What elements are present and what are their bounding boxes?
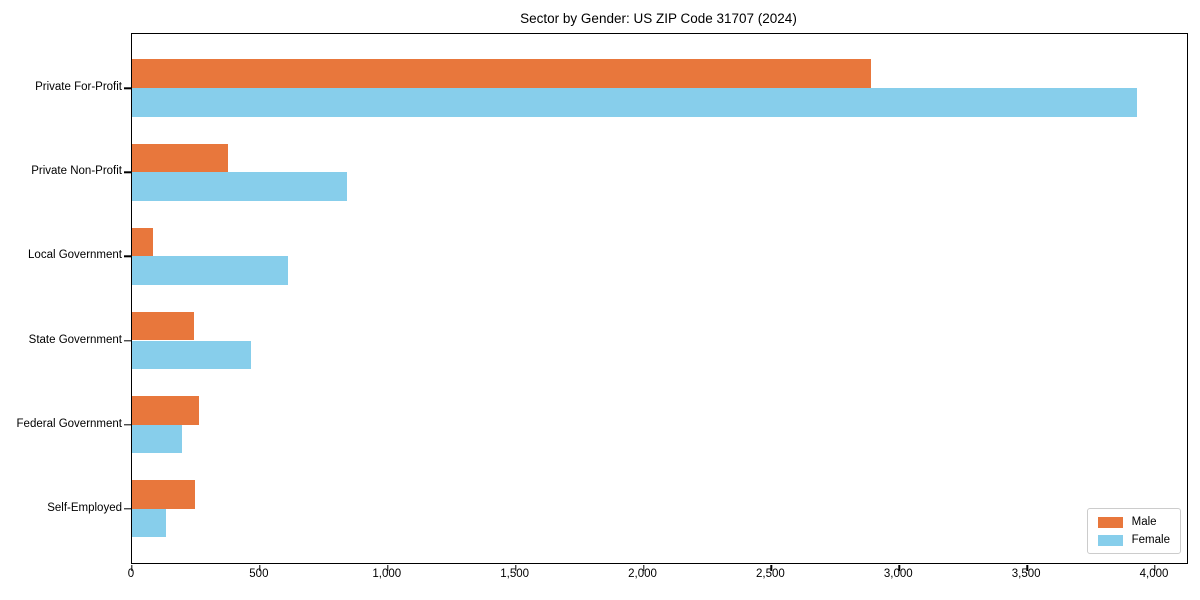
y-tick-label: Federal Government xyxy=(16,417,122,430)
x-tick-label: 2,500 xyxy=(756,568,785,580)
x-tick-mark xyxy=(1026,564,1028,571)
y-tick-mark xyxy=(123,423,131,426)
legend-label-male: Male xyxy=(1131,516,1157,528)
bar-female-1 xyxy=(132,172,347,202)
x-tick-mark xyxy=(770,564,773,571)
x-tick-label: 1,000 xyxy=(372,568,402,580)
bar-female-4 xyxy=(132,424,183,454)
bar-male-3 xyxy=(132,311,194,341)
y-tick-label: Private Non-Profit xyxy=(31,165,122,178)
x-tick-mark xyxy=(514,564,517,571)
y-tick-mark xyxy=(123,255,131,258)
bar-female-5 xyxy=(132,508,167,538)
x-tick-mark xyxy=(387,564,389,571)
bar-male-4 xyxy=(132,395,199,425)
y-tick-mark xyxy=(123,87,131,90)
legend-item-female: Female xyxy=(1097,534,1170,546)
y-tick-label: Local Government xyxy=(28,249,122,262)
x-tick-label: 2,000 xyxy=(628,568,657,580)
bar-male-2 xyxy=(132,227,153,257)
bar-male-5 xyxy=(132,479,195,509)
y-tick-label: Private For-Profit xyxy=(35,81,122,94)
y-tick-mark xyxy=(123,507,131,510)
y-tick-label: State Government xyxy=(28,333,122,346)
bar-female-2 xyxy=(132,256,288,286)
bar-female-3 xyxy=(132,340,251,370)
legend: Male Female xyxy=(1086,508,1181,554)
x-tick-mark xyxy=(259,564,261,571)
x-tick-label: 3,500 xyxy=(1011,568,1041,580)
bar-female-0 xyxy=(132,88,1138,118)
legend-swatch-female xyxy=(1097,534,1123,546)
chart-title: Sector by Gender: US ZIP Code 31707 (202… xyxy=(520,11,797,26)
legend-item-male: Male xyxy=(1097,516,1170,528)
x-tick-mark xyxy=(131,564,133,571)
plot-area xyxy=(123,33,1188,571)
y-axis: Private For-Profit Private Non-Profit Loca… xyxy=(0,33,122,562)
y-tick-mark xyxy=(123,339,131,342)
x-tick-label: 1,500 xyxy=(500,568,530,580)
x-tick-label: 4,000 xyxy=(1139,568,1169,580)
legend-label-female: Female xyxy=(1131,534,1170,546)
bar-male-0 xyxy=(132,59,872,89)
bar-male-1 xyxy=(132,143,228,173)
x-tick-label: 500 xyxy=(249,568,269,580)
legend-swatch-male xyxy=(1097,516,1123,528)
y-tick-label: Self-Employed xyxy=(47,501,122,514)
x-tick-label: 0 xyxy=(127,568,135,580)
x-tick-mark xyxy=(642,564,645,571)
y-tick-mark xyxy=(123,171,131,174)
x-tick-mark xyxy=(898,564,900,571)
x-axis: 0 500 1,000 1,500 2,000 2,500 3,000 3,500 4,000 xyxy=(127,568,1186,586)
x-tick-mark xyxy=(1154,564,1156,571)
x-tick-label: 3,000 xyxy=(883,568,913,580)
